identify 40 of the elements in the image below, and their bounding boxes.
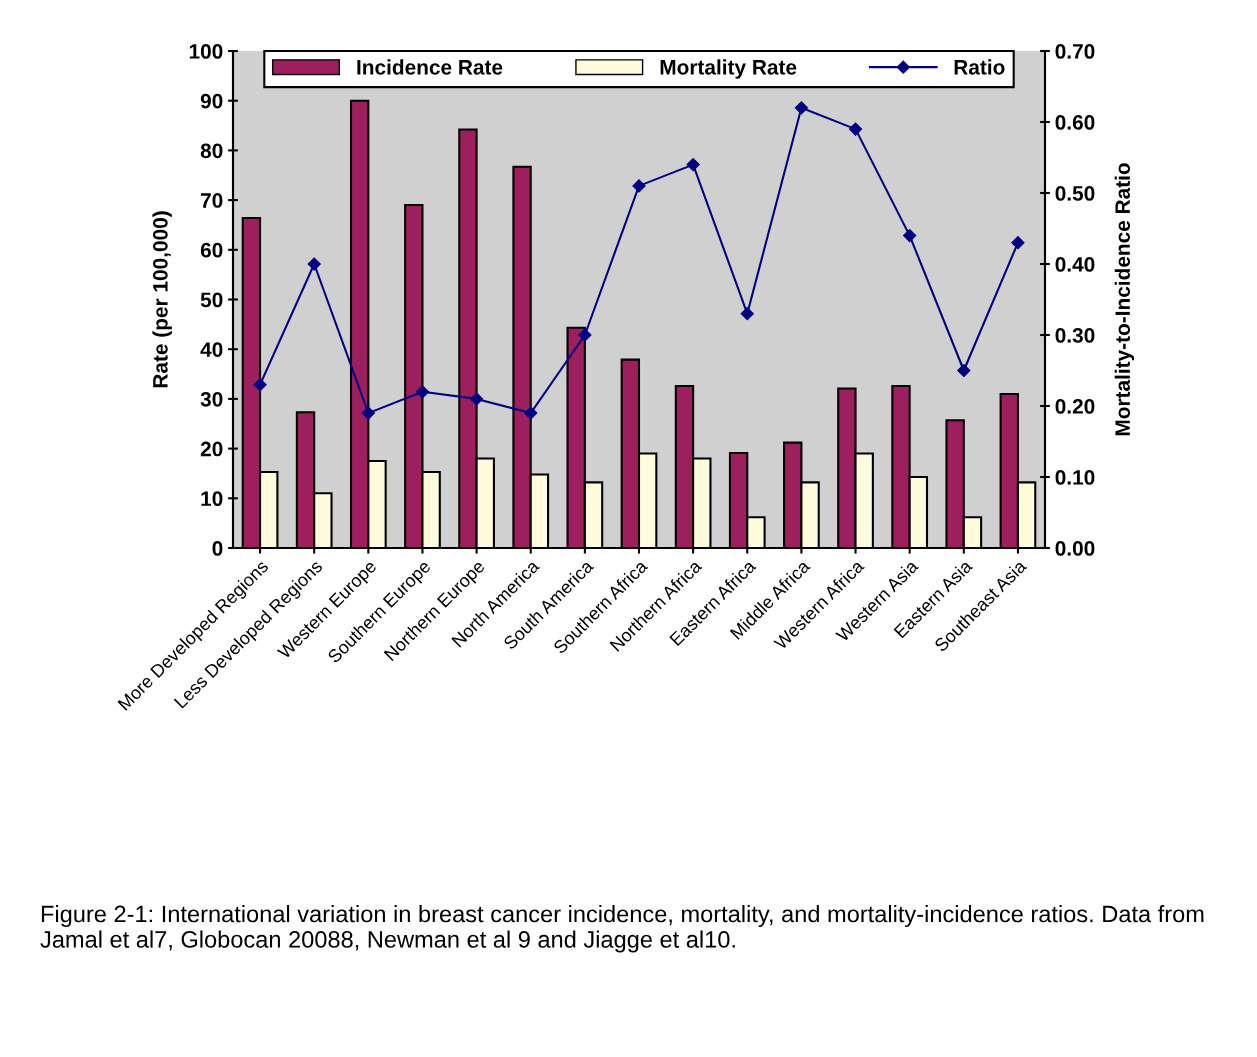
y-tick-label: 10 xyxy=(201,491,223,507)
point xyxy=(1011,236,1025,250)
legend-label: Incidence Rate xyxy=(357,59,503,75)
y-tick-label: 30 xyxy=(200,391,223,407)
point xyxy=(632,179,646,193)
point xyxy=(686,158,700,172)
point xyxy=(848,122,863,136)
y2-tick-label: 0.70 xyxy=(1055,44,1095,59)
point xyxy=(794,101,808,115)
y-tick-label: 20 xyxy=(200,441,223,457)
point xyxy=(470,392,484,406)
legend-label: Ratio xyxy=(954,59,1005,75)
y-tick-label: 80 xyxy=(200,143,223,159)
y2-tick-label: 0.00 xyxy=(1055,541,1095,556)
y-tick-label: 60 xyxy=(200,242,223,258)
y-tick-label: 100 xyxy=(189,44,223,59)
y-tick-label: 90 xyxy=(200,93,223,109)
caption: Figure 2-1: International variation in breast cancer incidence, mortality, and mortality-incidence ratios. Data from Jamal et al7, Globocan 20088, Newman et al 9 and Jiagge et al10. xyxy=(40,905,1204,953)
point xyxy=(307,257,321,271)
point xyxy=(578,328,592,342)
y2-tick-label: 0.20 xyxy=(1055,399,1095,414)
y2-tick-label: 0.50 xyxy=(1055,186,1095,201)
legend-label: Mortality Rate xyxy=(660,59,797,79)
y-tick-label: 40 xyxy=(200,342,223,357)
y2-axis-title: Mortality-to-Incidence Ratio xyxy=(1114,163,1135,436)
y-tick-label: 50 xyxy=(200,292,223,308)
y2-tick-label: 0.40 xyxy=(1055,257,1095,272)
point xyxy=(253,378,267,392)
point xyxy=(957,363,971,378)
point xyxy=(524,406,538,420)
point xyxy=(740,307,754,321)
y-tick-label: 0 xyxy=(212,541,223,556)
point xyxy=(903,229,917,243)
point xyxy=(415,385,430,399)
y2-tick-label: 0.30 xyxy=(1055,328,1095,343)
y-axis-title: Rate (per 100,000) xyxy=(152,211,172,388)
point xyxy=(361,406,375,420)
y2-tick-label: 0.60 xyxy=(1055,115,1095,130)
y2-tick-label: 0.10 xyxy=(1055,470,1095,485)
y-tick-label: 70 xyxy=(201,193,223,208)
